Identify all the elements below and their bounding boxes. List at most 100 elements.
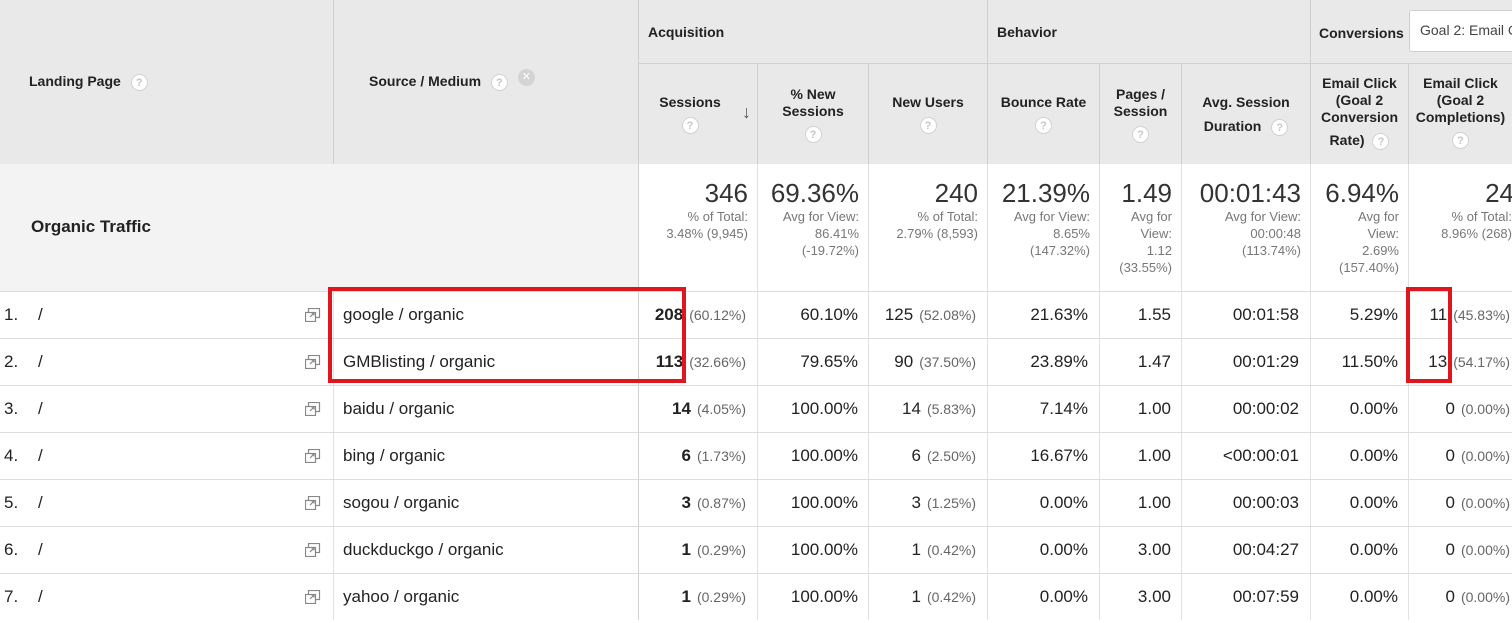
- bounce-rate-value: 23.89%: [1030, 352, 1088, 371]
- sort-desc-icon[interactable]: ↓: [742, 102, 751, 122]
- help-icon[interactable]: ?: [1271, 118, 1289, 136]
- completions-value: 11: [1429, 305, 1448, 324]
- new-sessions-value: 100.00%: [790, 540, 858, 559]
- summary-value: 24: [1485, 178, 1512, 208]
- source-medium-link[interactable]: bing / organic: [343, 446, 446, 465]
- help-icon[interactable]: ?: [490, 73, 508, 91]
- source-medium-link[interactable]: yahoo / organic: [343, 587, 460, 606]
- pages-session-value: 1.47: [1137, 352, 1171, 371]
- header-line: Duration: [1203, 118, 1262, 134]
- new-users-pct: (5.83%): [926, 401, 976, 417]
- summary-note: 3.48% (9,945): [666, 226, 748, 241]
- open-page-icon[interactable]: [305, 292, 321, 338]
- source-medium-link[interactable]: GMBlisting / organic: [343, 352, 496, 371]
- header-line: Completions): [1415, 109, 1506, 125]
- help-icon[interactable]: ?: [1035, 117, 1052, 134]
- help-icon[interactable]: ?: [681, 117, 699, 134]
- open-page-icon[interactable]: [305, 339, 321, 385]
- sessions-cell: 14 (4.05%): [639, 386, 758, 432]
- new-users-value: 125: [884, 305, 914, 324]
- completions-header[interactable]: Email Click (Goal 2 Completions) ?: [1409, 64, 1512, 164]
- completions-pct: (0.00%): [1460, 495, 1510, 511]
- table-row: 4. / bing / organic 6 (1.73%) 100.00% 6 (2.50%)…: [0, 432, 1512, 479]
- summary-note: 8.96% (268): [1441, 226, 1512, 241]
- table-row: 5. / sogou / organic 3 (0.87%) 100.00% 3 (1.25%…: [0, 479, 1512, 526]
- avg-duration-value: 00:00:03: [1232, 493, 1299, 512]
- pages-session-header[interactable]: Pages / Session ?: [1100, 64, 1182, 164]
- new-sessions-value: 60.10%: [800, 305, 858, 324]
- source-medium-link[interactable]: baidu / organic: [343, 399, 455, 418]
- new-users-cell: 1 (0.42%): [869, 574, 988, 620]
- open-page-icon[interactable]: [305, 480, 321, 526]
- summary-note: View:: [1367, 226, 1399, 241]
- bounce-rate-header[interactable]: Bounce Rate ?: [988, 64, 1100, 164]
- sessions-value: 6: [681, 446, 691, 465]
- help-icon[interactable]: ?: [130, 73, 148, 91]
- new-sessions-header[interactable]: % New Sessions ?: [758, 64, 869, 164]
- summary-new-sessions: 69.36% Avg for View: 86.41% (-19.72%): [758, 164, 869, 291]
- landing-page-link[interactable]: /: [38, 305, 43, 324]
- sessions-cell: 113 (32.66%): [639, 339, 758, 385]
- new-users-pct: (1.25%): [926, 495, 976, 511]
- table-row: 1. / google / organic 208 (60.12%) 60.10% 125 (…: [0, 291, 1512, 338]
- sessions-cell: 1 (0.29%): [639, 574, 758, 620]
- open-page-icon[interactable]: [305, 386, 321, 432]
- remove-dimension-icon[interactable]: ✕: [517, 68, 535, 86]
- summary-value: 21.39%: [1001, 178, 1090, 208]
- new-users-header[interactable]: New Users ?: [869, 64, 988, 164]
- completions-value: 0: [1445, 493, 1455, 512]
- sessions-value: 1: [681, 540, 691, 559]
- summary-note: Avg for: [1358, 209, 1399, 224]
- open-page-icon[interactable]: [305, 527, 321, 573]
- conv-rate-value: 5.29%: [1349, 305, 1398, 324]
- landing-page-header[interactable]: Landing Page ?: [0, 0, 334, 164]
- landing-page-link[interactable]: /: [38, 399, 43, 418]
- landing-page-link[interactable]: /: [38, 587, 43, 606]
- header-line: % New: [790, 85, 836, 102]
- help-icon[interactable]: ?: [1372, 132, 1390, 150]
- header-line: Conversion: [1320, 109, 1398, 125]
- sessions-pct: (4.05%): [696, 401, 746, 417]
- open-page-icon[interactable]: [305, 574, 321, 620]
- pages-session-value: 1.00: [1137, 399, 1171, 418]
- landing-page-link[interactable]: /: [38, 493, 43, 512]
- landing-page-link[interactable]: /: [38, 352, 43, 371]
- help-icon[interactable]: ?: [919, 117, 937, 134]
- landing-page-link[interactable]: /: [38, 446, 43, 465]
- source-medium-link[interactable]: duckduckgo / organic: [343, 540, 504, 559]
- source-medium-link[interactable]: google / organic: [343, 305, 464, 324]
- conv-rate-value: 0.00%: [1349, 587, 1398, 606]
- conv-rate-header[interactable]: Email Click (Goal 2 Conversion Rate) ?: [1311, 64, 1409, 164]
- summary-note: (-19.72%): [801, 243, 859, 258]
- sessions-value: 113: [655, 352, 684, 371]
- summary-value: 69.36%: [770, 178, 859, 208]
- sessions-value: 208: [654, 305, 684, 324]
- source-medium-header-label: Source / Medium: [369, 73, 482, 89]
- summary-value: 240: [934, 178, 978, 208]
- summary-value: 346: [704, 178, 748, 208]
- summary-note: Avg for View:: [1013, 209, 1090, 224]
- source-medium-header[interactable]: Source / Medium ? ✕: [334, 0, 639, 164]
- completions-value: 0: [1445, 446, 1455, 465]
- bounce-rate-value: 16.67%: [1030, 446, 1088, 465]
- goal-select-dropdown[interactable]: Goal 2: Email C: [1409, 10, 1512, 52]
- header-line: Pages /: [1115, 85, 1166, 102]
- open-page-icon[interactable]: [305, 433, 321, 479]
- summary-note: Avg for: [1131, 209, 1172, 224]
- help-icon[interactable]: ?: [804, 125, 822, 143]
- bounce-rate-value: 0.00%: [1039, 587, 1088, 606]
- sessions-pct: (0.29%): [696, 542, 746, 558]
- conv-rate-value: 0.00%: [1349, 446, 1398, 465]
- help-icon[interactable]: ?: [1452, 132, 1469, 149]
- avg-duration-value: 00:01:29: [1232, 352, 1299, 371]
- summary-label: Organic Traffic: [31, 217, 151, 236]
- summary-note: 8.65%: [1053, 226, 1090, 241]
- help-icon[interactable]: ?: [1132, 125, 1149, 143]
- goal-select-value: Goal 2: Email C: [1420, 22, 1512, 38]
- sessions-header[interactable]: Sessions ? ↓: [639, 64, 758, 164]
- avg-duration-header[interactable]: Avg. Session Duration ?: [1182, 64, 1311, 164]
- source-medium-link[interactable]: sogou / organic: [343, 493, 460, 512]
- landing-page-link[interactable]: /: [38, 540, 43, 559]
- header-line: (Goal 2: [1436, 92, 1485, 108]
- bounce-rate-value: 0.00%: [1039, 540, 1088, 559]
